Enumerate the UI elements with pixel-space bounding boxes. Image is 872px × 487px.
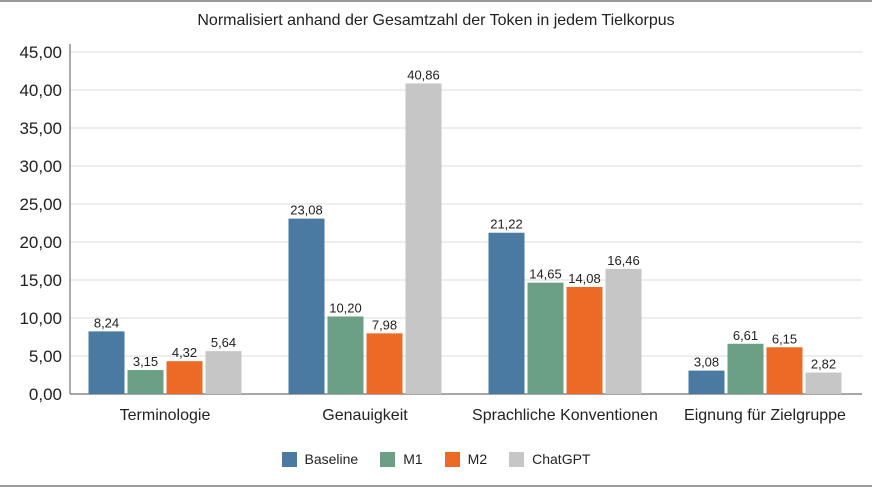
x-tick-label: Eignung für Zielgruppe (684, 407, 846, 424)
y-tick-label: 0,00 (29, 385, 62, 404)
y-tick-label: 40,00 (19, 81, 62, 100)
data-label: 6,61 (733, 328, 758, 343)
bar-baseline-0 (88, 331, 125, 394)
data-label: 7,98 (372, 317, 397, 332)
bar-chatgpt-1 (405, 83, 442, 395)
x-tick-label: Genauigkeit (322, 407, 408, 424)
data-label: 6,15 (772, 331, 797, 346)
data-label: 5,64 (211, 335, 236, 350)
legend-swatch (281, 451, 297, 467)
legend-swatch (444, 451, 460, 467)
legend-label: ChatGPT (532, 451, 591, 467)
legend: Baseline M1 M2 ChatGPT (0, 451, 872, 467)
x-tick-label: Sprachliche Konventionen (472, 407, 658, 424)
bar-baseline-1 (288, 218, 325, 394)
legend-label: M1 (403, 451, 423, 467)
y-tick-label: 5,00 (29, 347, 62, 366)
bar-m2-0 (166, 361, 203, 394)
bar-m2-2 (566, 286, 603, 394)
data-label: 14,65 (529, 267, 562, 282)
bar-m1-0 (127, 370, 164, 394)
chart-title: Normalisiert anhand der Gesamtzahl der T… (197, 12, 675, 29)
bar-chatgpt-0 (205, 351, 242, 394)
legend-item: ChatGPT (509, 451, 590, 467)
bar-m2-3 (766, 347, 803, 394)
bar-m1-3 (727, 343, 764, 394)
bar-baseline-2 (488, 232, 525, 394)
legend-swatch (380, 451, 396, 467)
y-tick-label: 45,00 (19, 43, 62, 62)
data-label: 21,22 (490, 217, 523, 232)
legend-item: M2 (444, 451, 488, 467)
legend-label: Baseline (304, 451, 359, 467)
x-tick-label: Terminologie (120, 407, 211, 424)
bar-m1-1 (327, 316, 364, 394)
y-tick-label: 20,00 (19, 233, 62, 252)
bar-baseline-3 (688, 370, 725, 394)
data-label: 3,08 (694, 355, 719, 370)
y-tick-label: 15,00 (19, 271, 62, 290)
data-label: 4,32 (172, 345, 197, 360)
data-label: 14,08 (568, 271, 601, 286)
y-tick-label: 35,00 (19, 119, 62, 138)
bar-chatgpt-2 (605, 268, 642, 394)
data-label: 16,46 (607, 253, 640, 268)
legend-item: Baseline (281, 451, 359, 467)
data-label: 3,15 (133, 354, 158, 369)
legend-label: M2 (467, 451, 488, 467)
top-border (0, 0, 872, 2)
bar-chatgpt-3 (805, 372, 842, 394)
data-label: 40,86 (407, 67, 440, 82)
data-label: 2,82 (811, 357, 836, 372)
data-label: 10,20 (329, 300, 362, 315)
y-tick-label: 25,00 (19, 195, 62, 214)
bar-m1-2 (527, 282, 564, 394)
data-label: 8,24 (94, 315, 119, 330)
bar-m2-1 (366, 333, 403, 394)
bottom-border (0, 485, 872, 487)
y-tick-label: 30,00 (19, 157, 62, 176)
data-label: 23,08 (290, 203, 323, 218)
y-tick-label: 10,00 (19, 309, 62, 328)
legend-item: M1 (380, 451, 423, 467)
legend-swatch (509, 451, 525, 467)
